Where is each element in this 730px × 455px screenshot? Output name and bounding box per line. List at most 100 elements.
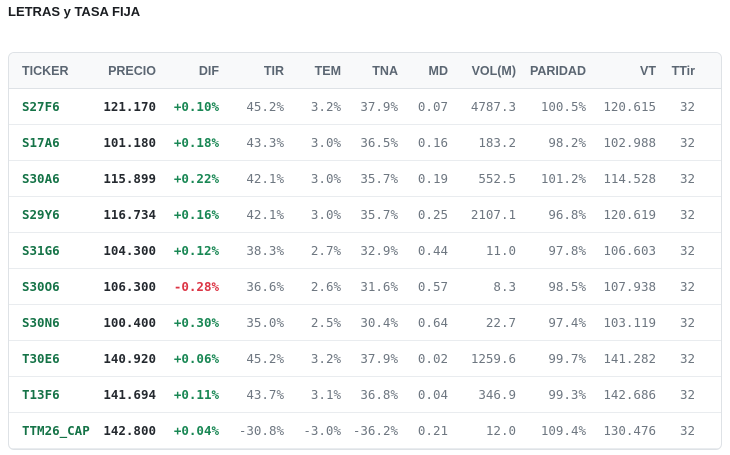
vol-value: 11.0 [448,233,516,269]
paridad-value: 99.3% [516,377,586,413]
ticker-link[interactable]: T13F6 [9,377,96,413]
ticker-link[interactable]: S31G6 [9,233,96,269]
table-row: T30E6 140.920 +0.06% 45.2% 3.2% 37.9% 0.02 1259… [9,341,721,377]
ttir-value: 32 [656,125,721,161]
precio-value: 116.734 [96,197,156,233]
table-row: S27F6 121.170 +0.10% 45.2% 3.2% 37.9% 0.07 4787… [9,89,721,125]
md-value: 0.04 [398,377,448,413]
precio-value: 142.800 [96,413,156,449]
table-row: S30O6 106.300 -0.28% 36.6% 2.6% 31.6% 0.57 8.3 9… [9,269,721,305]
precio-value: 141.694 [96,377,156,413]
vol-value: 22.7 [448,305,516,341]
tna-value: 35.7% [341,161,398,197]
ticker-link[interactable]: TTM26_CAP [9,413,96,449]
ttir-value: 32 [656,161,721,197]
tem-value: 2.5% [284,305,341,341]
table-row: S29Y6 116.734 +0.16% 42.1% 3.0% 35.7% 0.25 2107… [9,197,721,233]
vt-value: 141.282 [586,341,656,377]
precio-value: 121.170 [96,89,156,125]
tna-value: 35.7% [341,197,398,233]
page-title: LETRAS y TASA FIJA [8,4,141,19]
tem-value: -3.0% [284,413,341,449]
vol-value: 1259.6 [448,341,516,377]
vt-value: 120.619 [586,197,656,233]
ttir-value: 32 [656,197,721,233]
precio-value: 106.300 [96,269,156,305]
precio-value: 104.300 [96,233,156,269]
ticker-link[interactable]: S17A6 [9,125,96,161]
tem-value: 3.2% [284,341,341,377]
ttir-value: 32 [656,233,721,269]
ttir-value: 32 [656,89,721,125]
tna-value: -36.2% [341,413,398,449]
tem-value: 3.0% [284,125,341,161]
quotes-table: TICKER PRECIO DIF TIR TEM TNA MD VOL(M) PARIDAD V… [9,53,721,449]
tna-value: 36.8% [341,377,398,413]
ticker-link[interactable]: S29Y6 [9,197,96,233]
md-value: 0.19 [398,161,448,197]
ticker-link[interactable]: S30N6 [9,305,96,341]
precio-value: 100.400 [96,305,156,341]
tir-value: 42.1% [219,197,284,233]
tem-value: 3.0% [284,161,341,197]
column-header-vol: VOL(M) [448,53,516,89]
tir-value: 35.0% [219,305,284,341]
tir-value: -30.8% [219,413,284,449]
ttir-value: 32 [656,341,721,377]
tna-value: 30.4% [341,305,398,341]
paridad-value: 99.7% [516,341,586,377]
column-header-precio: PRECIO [96,53,156,89]
column-header-paridad: PARIDAD [516,53,586,89]
paridad-value: 96.8% [516,197,586,233]
paridad-value: 98.2% [516,125,586,161]
vt-value: 142.686 [586,377,656,413]
vol-value: 552.5 [448,161,516,197]
vt-value: 106.603 [586,233,656,269]
vt-value: 107.938 [586,269,656,305]
table-row: TTM26_CAP 142.800 +0.04% -30.8% -3.0% -36.2% 0… [9,413,721,449]
paridad-value: 101.2% [516,161,586,197]
table-row: S30A6 115.899 +0.22% 42.1% 3.0% 35.7% 0.19 552.… [9,161,721,197]
tir-value: 36.6% [219,269,284,305]
table-header: TICKER PRECIO DIF TIR TEM TNA MD VOL(M) PARIDAD V… [9,53,721,89]
dif-value: -0.28% [156,269,219,305]
vt-value: 102.988 [586,125,656,161]
ticker-link[interactable]: S27F6 [9,89,96,125]
table-row: S17A6 101.180 +0.18% 43.3% 3.0% 36.5% 0.16 183.… [9,125,721,161]
tem-value: 3.0% [284,197,341,233]
column-header-tna: TNA [341,53,398,89]
ttir-value: 32 [656,305,721,341]
md-value: 0.57 [398,269,448,305]
tna-value: 37.9% [341,89,398,125]
tir-value: 43.3% [219,125,284,161]
vol-value: 346.9 [448,377,516,413]
tir-value: 45.2% [219,341,284,377]
ticker-link[interactable]: S30O6 [9,269,96,305]
tna-value: 36.5% [341,125,398,161]
dif-value: +0.16% [156,197,219,233]
tir-value: 38.3% [219,233,284,269]
tna-value: 31.6% [341,269,398,305]
md-value: 0.02 [398,341,448,377]
column-header-md: MD [398,53,448,89]
tem-value: 2.6% [284,269,341,305]
dif-value: +0.11% [156,377,219,413]
paridad-value: 97.4% [516,305,586,341]
tem-value: 3.2% [284,89,341,125]
table-row: S31G6 104.300 +0.12% 38.3% 2.7% 32.9% 0.44 11.0… [9,233,721,269]
vt-value: 114.528 [586,161,656,197]
md-value: 0.64 [398,305,448,341]
dif-value: +0.06% [156,341,219,377]
md-value: 0.44 [398,233,448,269]
ticker-link[interactable]: S30A6 [9,161,96,197]
vol-value: 8.3 [448,269,516,305]
md-value: 0.07 [398,89,448,125]
vol-value: 12.0 [448,413,516,449]
tir-value: 43.7% [219,377,284,413]
vol-value: 2107.1 [448,197,516,233]
table-row: S30N6 100.400 +0.30% 35.0% 2.5% 30.4% 0.64 22.7… [9,305,721,341]
ticker-link[interactable]: T30E6 [9,341,96,377]
quotes-table-container: TICKER PRECIO DIF TIR TEM TNA MD VOL(M) PARIDAD V… [8,52,722,450]
tna-value: 37.9% [341,341,398,377]
